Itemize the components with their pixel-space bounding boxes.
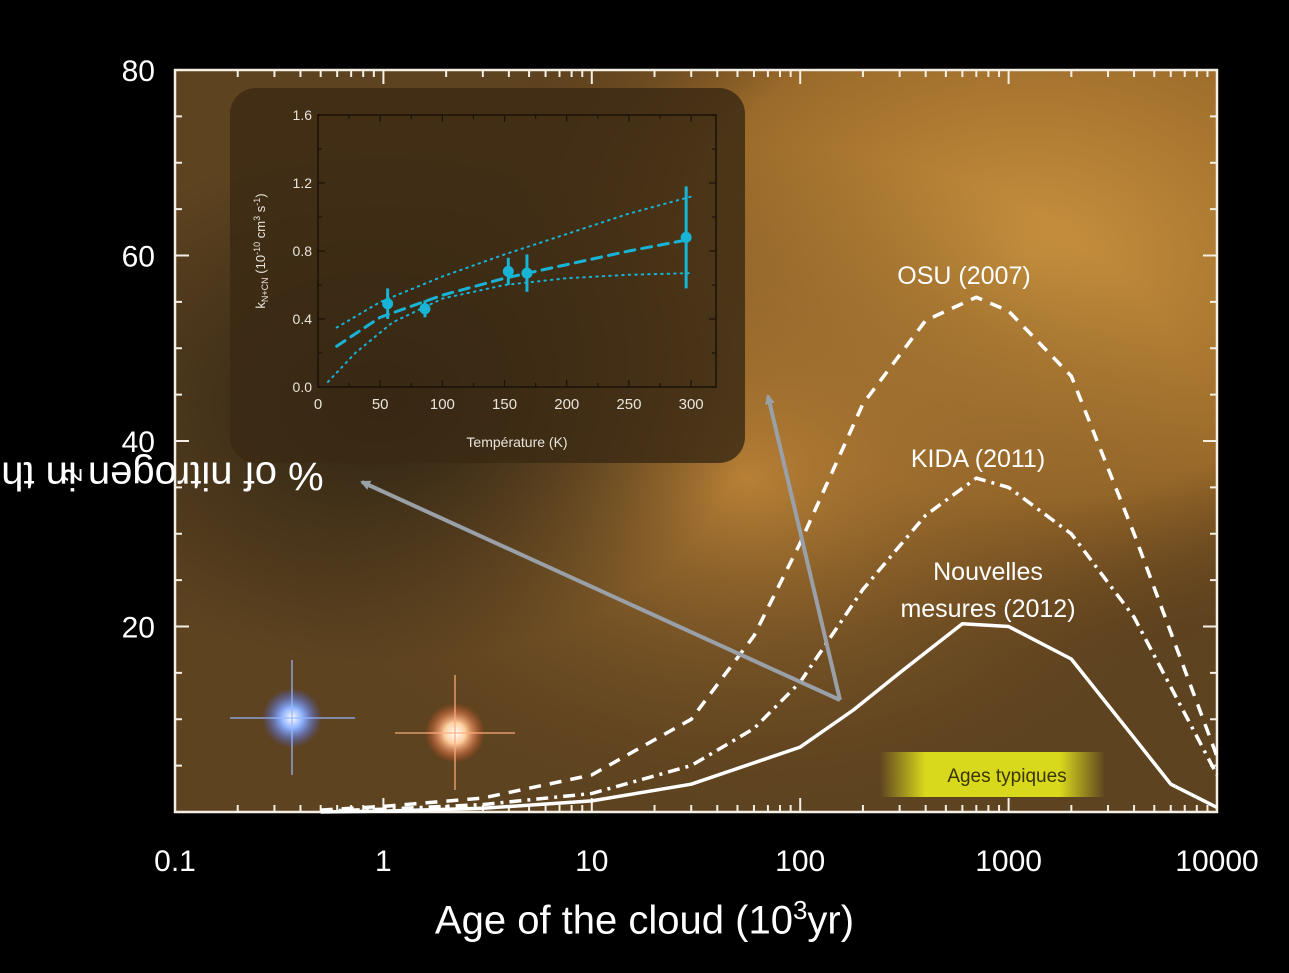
arrow-to-inset-right bbox=[764, 394, 842, 701]
label-nouvelles: Nouvelles bbox=[933, 558, 1043, 586]
inset-x-tick-label: 0 bbox=[314, 396, 322, 413]
inset-axis-ticks bbox=[317, 114, 716, 388]
inset-fit-central bbox=[335, 237, 693, 348]
inset-panel: 0 50 100 150 200 250 300 0.0 0.4 0.8 1.2 1.6 Tempér… bbox=[230, 88, 745, 463]
label-mesures-2012: mesures (2012) bbox=[900, 595, 1075, 623]
inset-x-tick-label: 250 bbox=[616, 396, 641, 413]
inset-x-tick-label: 200 bbox=[554, 396, 579, 413]
x-tick-label: 1 bbox=[375, 845, 392, 878]
series-nouvelles-mesures-2012 bbox=[320, 621, 1218, 814]
y-tick-label: 40 bbox=[122, 426, 155, 459]
inset-y-tick-label: 0.0 bbox=[293, 379, 313, 395]
inset-data-point bbox=[382, 298, 394, 310]
inset-fit-lower bbox=[326, 272, 693, 383]
x-tick-label: 10000 bbox=[1175, 845, 1258, 878]
ages-typiques-label: Ages typiques bbox=[947, 766, 1066, 787]
inset-background bbox=[230, 88, 745, 463]
y-axis-title: % of nitrogen in the form of N2 bbox=[0, 453, 324, 498]
arrow-to-inset-left bbox=[360, 480, 841, 702]
inset-data-point bbox=[502, 265, 514, 277]
label-kida-2011: KIDA (2011) bbox=[911, 445, 1045, 473]
x-tick-label: 100 bbox=[775, 845, 825, 878]
inset-y-axis-title: kN+CN (10-10 cm3 s-1) bbox=[252, 193, 270, 308]
inset-data-point bbox=[419, 303, 431, 315]
x-tick-label: 10 bbox=[575, 845, 608, 878]
series-osu-2007 bbox=[320, 295, 1219, 812]
x-tick-label: 0.1 bbox=[154, 845, 196, 878]
inset-fit-upper bbox=[335, 195, 693, 329]
x-axis-title: Age of the cloud (103yr) bbox=[434, 895, 855, 943]
inset-data-point bbox=[521, 267, 533, 279]
inset-x-axis-title: Température (K) bbox=[466, 434, 567, 450]
main-series bbox=[320, 295, 1219, 814]
label-osu-2007: OSU (2007) bbox=[897, 262, 1030, 290]
inset-x-tick-label: 100 bbox=[430, 396, 455, 413]
series-kida-2011 bbox=[320, 476, 1219, 813]
y-tick-label: 60 bbox=[122, 241, 155, 274]
inset-series bbox=[326, 186, 693, 383]
y-tick-label: 20 bbox=[122, 612, 155, 645]
inset-y-tick-label: 0.4 bbox=[293, 311, 313, 327]
y-tick-label: 80 bbox=[122, 55, 155, 88]
pointer-arrows bbox=[360, 394, 842, 702]
inset-x-tick-label: 50 bbox=[372, 396, 389, 413]
inset-y-tick-label: 0.8 bbox=[293, 243, 313, 259]
inset-tick-labels: 0 50 100 150 200 250 300 0.0 0.4 0.8 1.2 1.6 bbox=[293, 107, 704, 413]
ages-typiques-badge bbox=[880, 752, 1105, 797]
inset-y-tick-label: 1.6 bbox=[293, 107, 313, 123]
x-tick-label: 1000 bbox=[975, 845, 1042, 878]
inset-data-point bbox=[680, 231, 692, 243]
inset-y-tick-label: 1.2 bbox=[293, 175, 313, 191]
inset-x-tick-label: 300 bbox=[679, 396, 704, 413]
inset-x-tick-label: 150 bbox=[492, 396, 517, 413]
